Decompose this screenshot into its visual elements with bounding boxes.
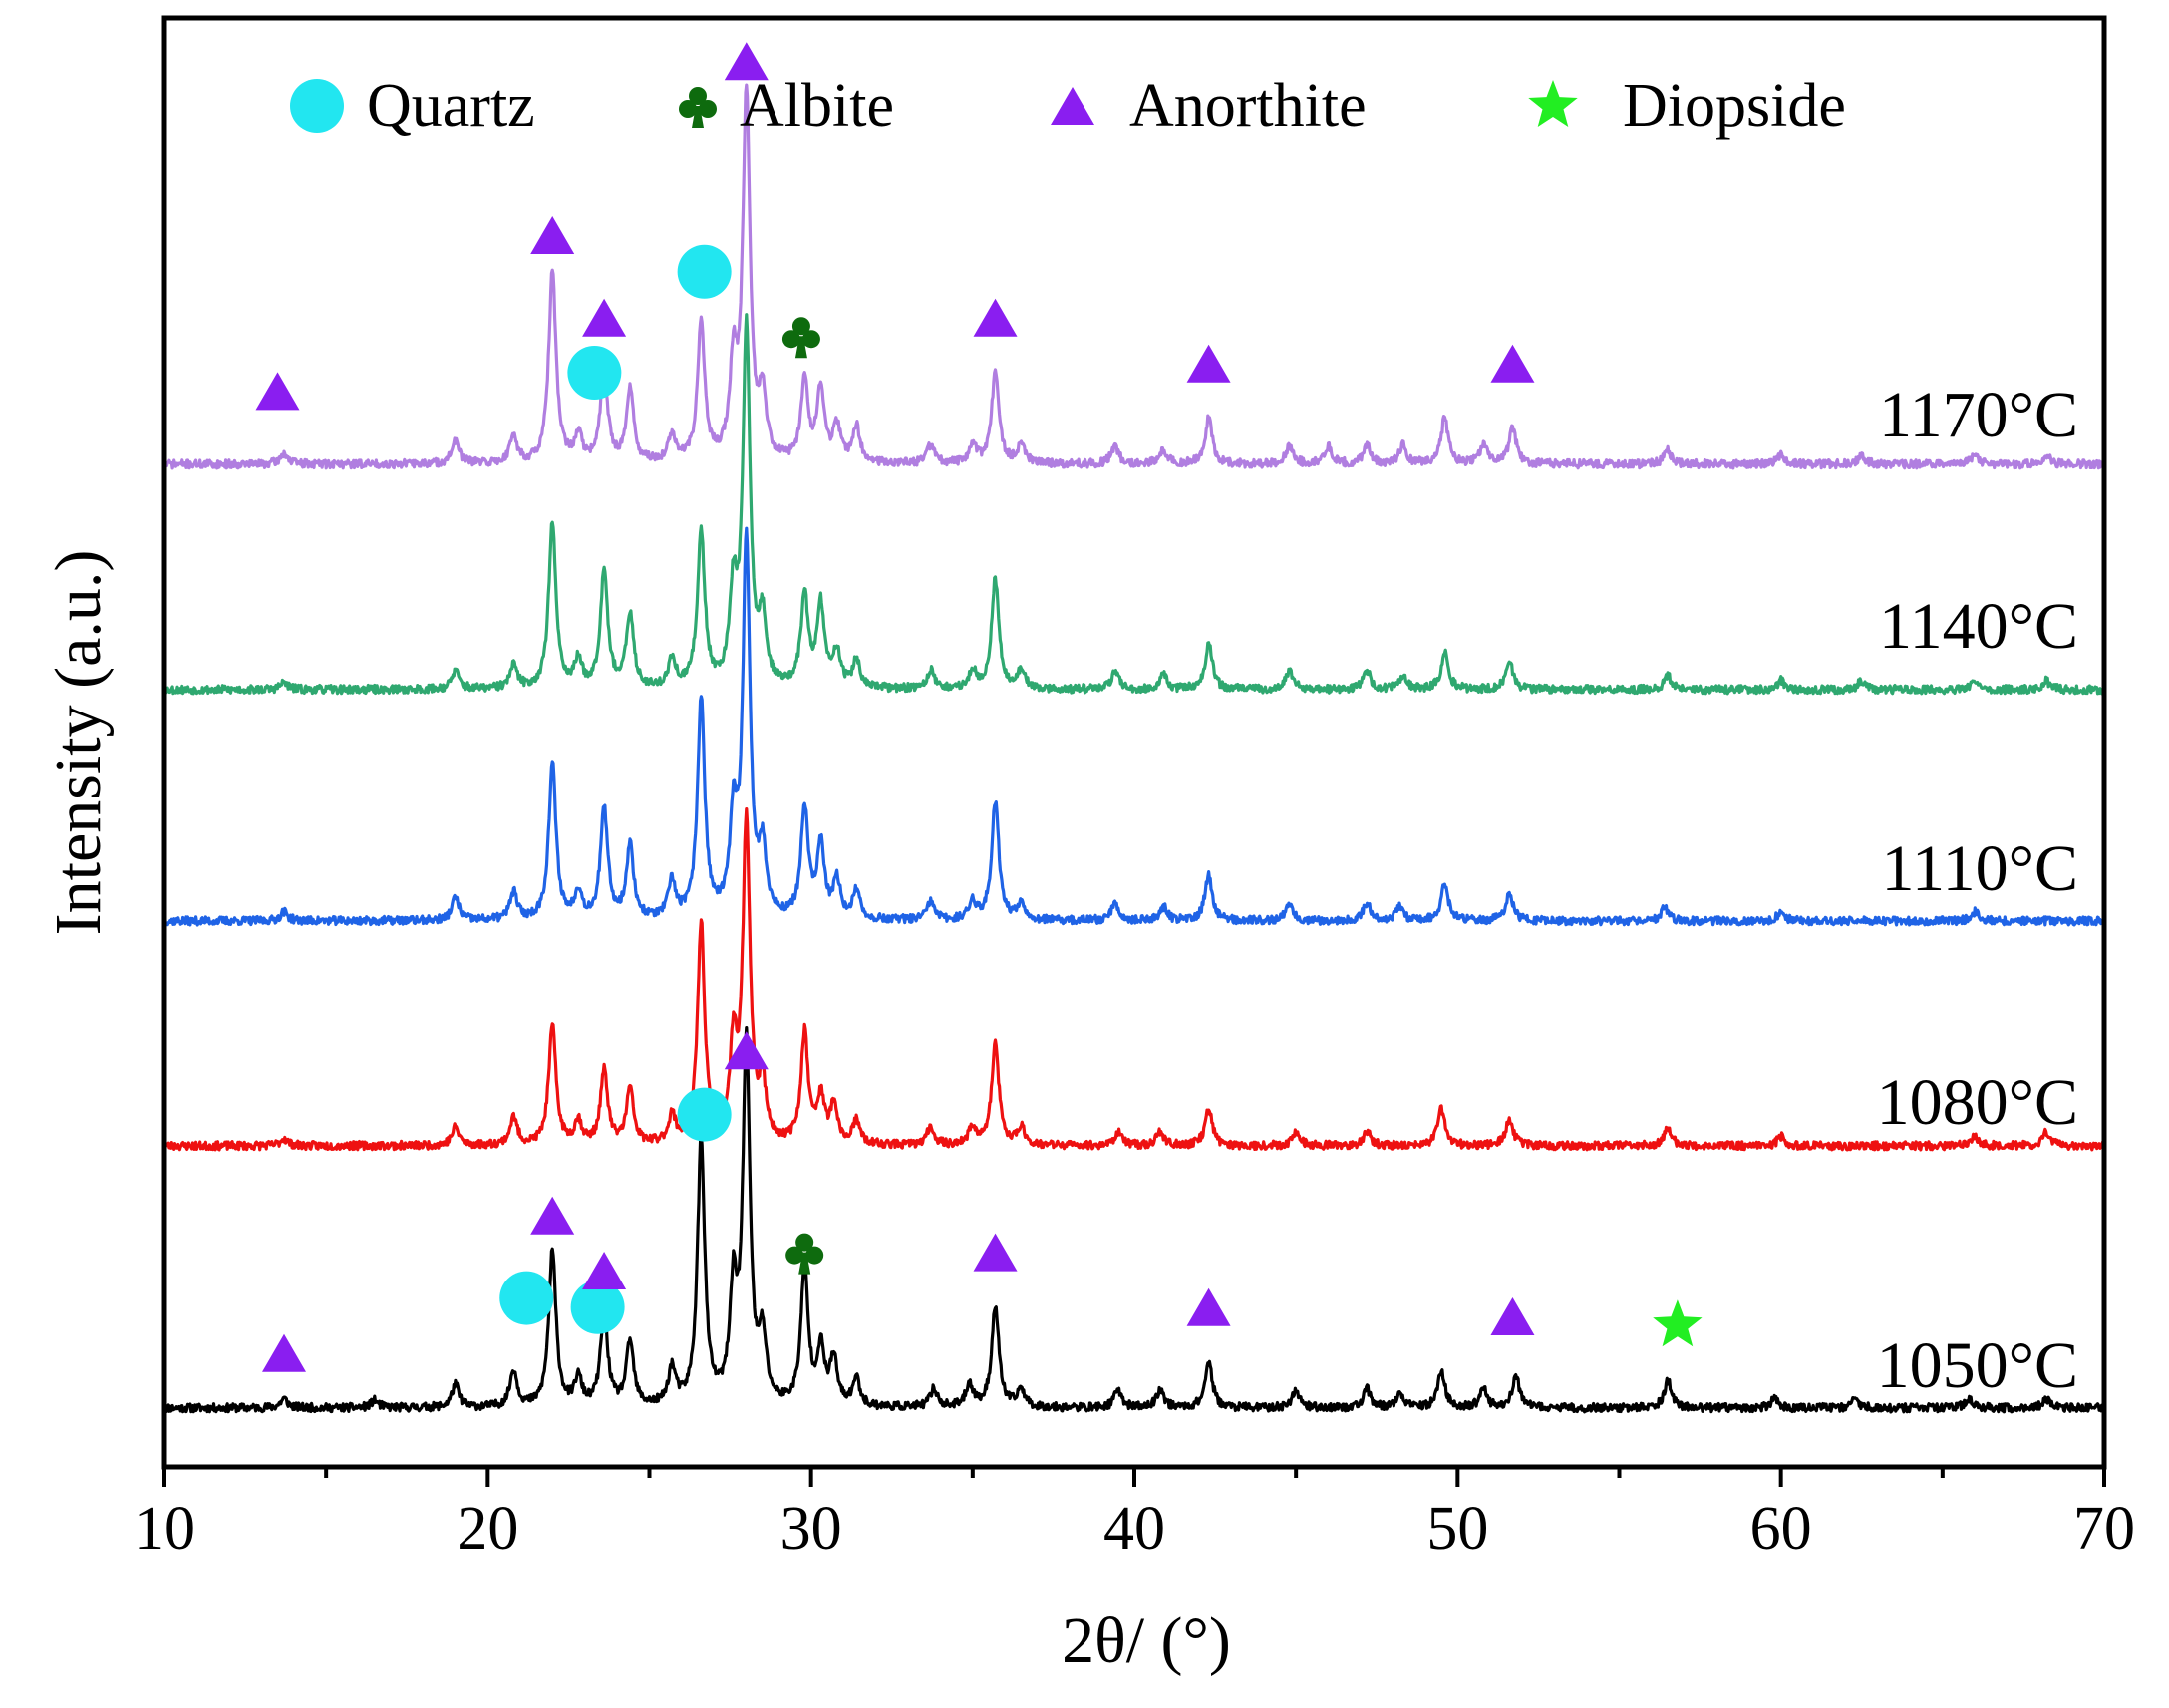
x-tick-label-40: 40 xyxy=(1103,1495,1165,1563)
legend-albite-club-icon xyxy=(679,87,717,128)
annotation-anorthite-triangle-icon xyxy=(255,372,300,411)
series-layer xyxy=(162,83,2106,1414)
annotation-albite-club-icon-stem xyxy=(794,336,807,359)
legend-label-diopside: Diopside xyxy=(1623,72,1846,140)
legend-marker-albite xyxy=(679,87,717,128)
annotation-anorthite-triangle-icon xyxy=(1186,1287,1231,1326)
legend-anorthite-triangle-icon xyxy=(1051,87,1094,125)
series-line-1110 xyxy=(162,526,2106,927)
annotation-quartz-circle-icon xyxy=(677,1087,732,1142)
annotation-albite-club-icon-top-leaf xyxy=(795,1233,814,1252)
x-tick-label-10: 10 xyxy=(134,1495,195,1563)
annotation-albite-club-icon xyxy=(785,1233,824,1275)
x-axis-ticks: 10 20 30 40 50 60 70 xyxy=(134,1467,2135,1563)
annotation-albite-club-icon-left-leaf xyxy=(781,330,800,349)
annotation-albite-club-icon-right-leaf xyxy=(805,1246,824,1265)
annotation-albite-club-icon-top-leaf xyxy=(791,317,810,336)
legend-diopside-star-icon xyxy=(1528,80,1578,127)
annotation-anorthite-triangle-icon xyxy=(1490,344,1535,383)
annotation-anorthite-triangle-icon xyxy=(530,1196,575,1235)
annotation-albite-club-icon-stem xyxy=(798,1252,811,1275)
annotation-anorthite-triangle-icon xyxy=(582,1252,627,1289)
series-label-1140: 1140°C xyxy=(1879,590,2078,663)
annotation-albite-club-icon xyxy=(781,317,820,359)
legend-quartz-circle-icon xyxy=(290,79,344,133)
legend-marker-anorthite xyxy=(1051,87,1094,125)
annotation-albite-club-icon-left-leaf xyxy=(785,1246,804,1265)
legend-label-albite: Albite xyxy=(740,72,894,140)
legend-label-anorthite: Anorthite xyxy=(1129,72,1367,140)
legend-marker-diopside xyxy=(1528,80,1578,127)
annotation-quartz-circle-icon xyxy=(567,346,622,400)
series-line-1050 xyxy=(163,1025,2106,1414)
legend-albite-club-icon-left-leaf xyxy=(679,100,697,118)
series-label-1050: 1050°C xyxy=(1877,1329,2078,1402)
y-axis-title: Intensity (a.u.) xyxy=(42,550,115,936)
annotation-anorthite-triangle-icon xyxy=(724,42,769,81)
annotation-albite-club-icon-right-leaf xyxy=(801,330,820,349)
x-tick-label-70: 70 xyxy=(2073,1495,2135,1563)
series-label-1170: 1170°C xyxy=(1879,379,2078,451)
x-tick-label-30: 30 xyxy=(780,1495,842,1563)
annotation-anorthite-triangle-icon xyxy=(973,1233,1018,1272)
annotation-anorthite-triangle-icon xyxy=(582,298,627,337)
x-tick-label-20: 20 xyxy=(457,1495,518,1563)
legend-label-quartz: Quartz xyxy=(367,72,535,140)
x-tick-label-50: 50 xyxy=(1426,1495,1488,1563)
annotation-anorthite-triangle-icon xyxy=(1490,1297,1535,1335)
annotation-anorthite-triangle-icon xyxy=(262,1333,307,1372)
phase-markers xyxy=(255,42,1703,1372)
legend-albite-club-icon-top-leaf xyxy=(689,87,707,105)
series-line-1170 xyxy=(162,83,2105,470)
annotation-anorthite-triangle-icon xyxy=(724,1031,769,1070)
legend-marker-quartz xyxy=(290,79,344,133)
legend-albite-club-icon-right-leaf xyxy=(699,100,717,118)
annotation-quartz-circle-icon xyxy=(677,244,732,299)
x-tick-label-60: 60 xyxy=(1750,1495,1812,1563)
series-label-1080: 1080°C xyxy=(1877,1066,2078,1139)
legend-albite-club-icon-stem xyxy=(692,106,704,128)
annotation-anorthite-triangle-icon xyxy=(1186,344,1231,383)
annotation-quartz-circle-icon xyxy=(499,1271,554,1325)
series-line-1080 xyxy=(162,806,2106,1152)
legend: Quartz Albite Anorthite Diopside xyxy=(290,72,1846,140)
series-line-1140 xyxy=(162,313,2106,696)
series-label-1110: 1110°C xyxy=(1881,832,2078,905)
annotation-anorthite-triangle-icon xyxy=(973,298,1018,337)
annotation-diopside-star-icon xyxy=(1653,1299,1703,1347)
annotation-quartz-circle-icon xyxy=(570,1280,625,1334)
annotation-anorthite-triangle-icon xyxy=(530,216,575,254)
plot-frame xyxy=(161,15,2107,1470)
x-axis-title: 2θ/ (°) xyxy=(1062,1604,1231,1677)
